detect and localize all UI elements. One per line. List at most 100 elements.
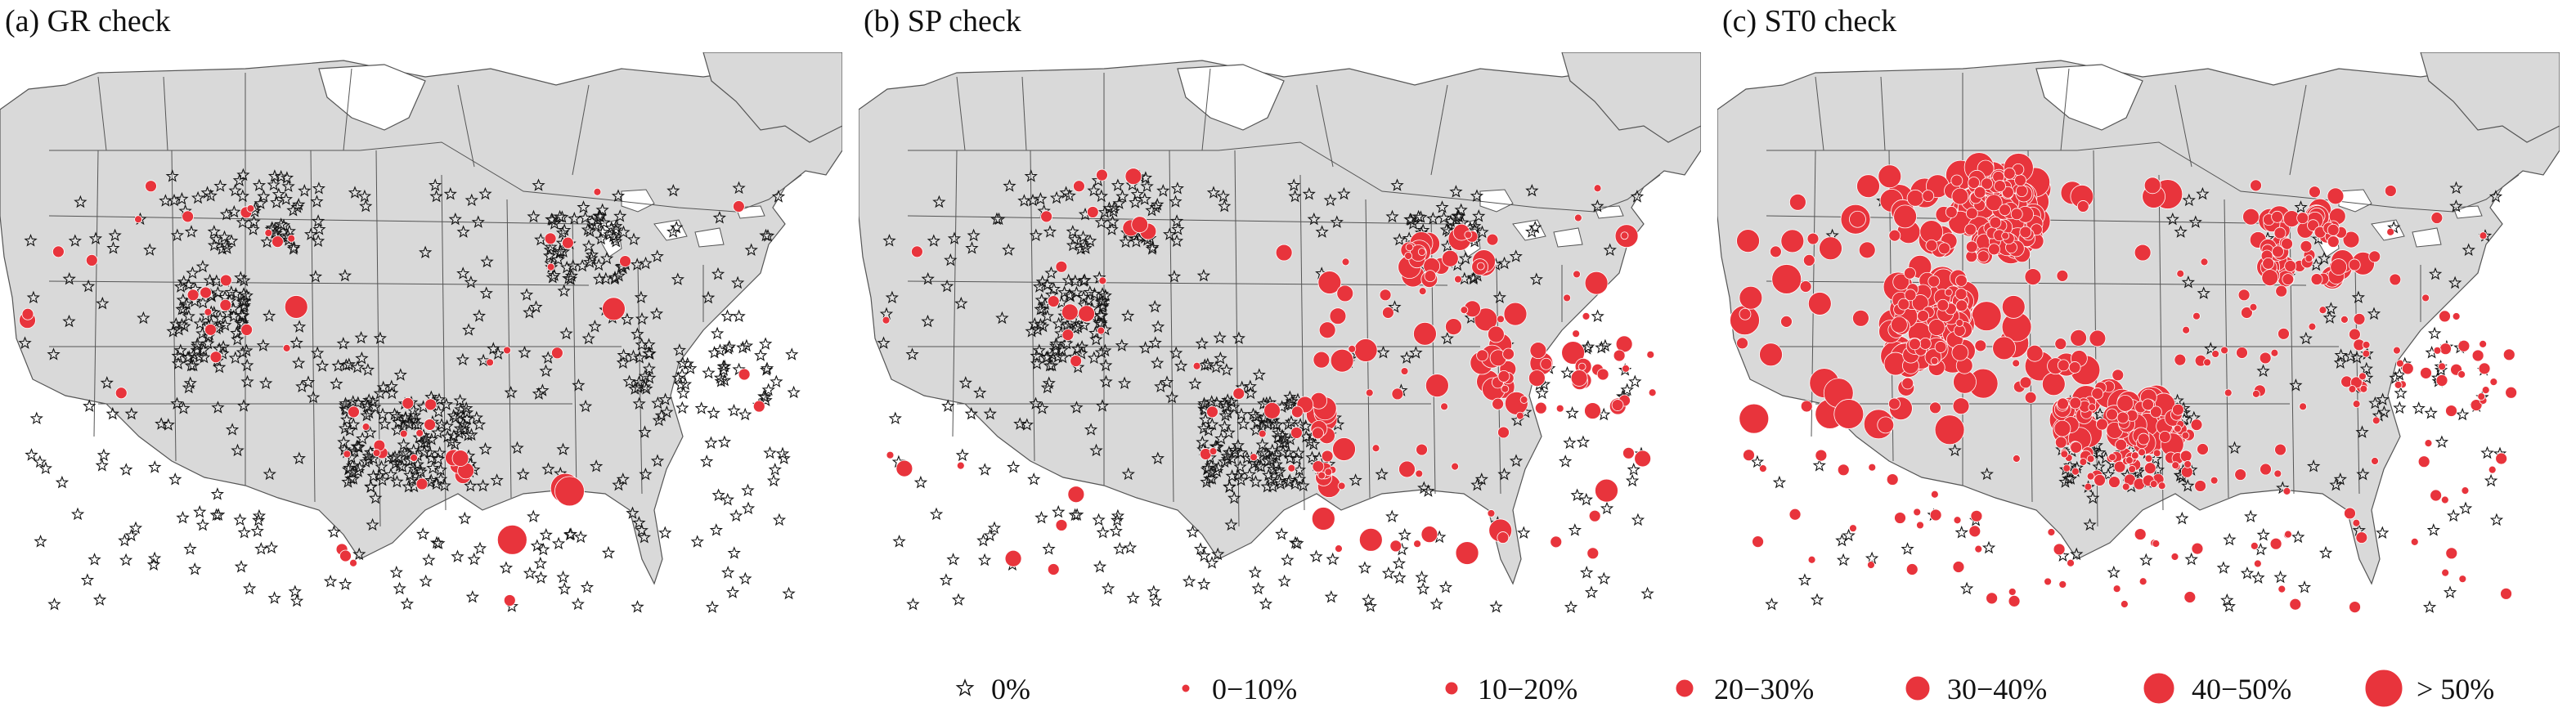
station-star-marker [440,419,454,432]
station-star-marker [1270,418,1284,431]
station-star-marker [2228,441,2242,455]
station-circle-marker [2138,577,2147,586]
station-star-marker [1092,513,1106,526]
state-border [93,150,99,437]
station-circle-marker [1928,319,1945,336]
station-star-marker [1529,272,1544,285]
station-star-marker [1234,407,1249,420]
station-star-marker [1123,540,1138,554]
state-border [49,141,802,213]
station-star-marker [2184,552,2198,566]
station-star-marker [292,320,307,333]
station-star-marker [704,436,718,450]
station-star-marker [323,574,338,588]
station-star-marker [1458,251,1473,265]
station-circle-marker [1878,164,1902,189]
station-star-marker [213,311,227,325]
station-circle-marker [2505,386,2518,399]
station-star-marker [1209,396,1223,409]
station-star-marker [1186,525,1200,538]
legend-label: 0% [991,673,1030,705]
station-circle-marker [2274,443,2287,456]
station-star-marker [423,446,437,459]
station-star-marker [2256,364,2270,377]
station-star-marker [601,545,616,559]
station-star-marker [578,211,592,224]
station-circle-marker [882,316,891,325]
station-star-marker [2244,509,2258,523]
station-circle-marker [1312,460,1325,472]
station-star-marker [631,327,644,340]
station-circle-marker [2173,424,2182,433]
station-circle-marker [2479,339,2488,348]
station-star-marker [702,365,716,379]
station-star-marker [1227,490,1241,504]
station-star-marker [1225,469,1239,482]
station-circle-marker [2304,254,2313,263]
station-star-marker [339,577,352,590]
station-circle-marker [2421,293,2430,302]
station-star-marker [2489,513,2504,526]
station-star-marker [712,210,726,224]
station-circle-marker [1529,342,1547,360]
station-star-marker [191,337,204,350]
station-star-marker [210,487,224,500]
station-star-marker [1138,192,1152,205]
station-circle-marker [1968,525,1981,538]
station-star-marker [237,525,251,539]
station-star-marker [2220,593,2234,607]
station-star-marker [529,300,543,313]
station-star-marker [1234,446,1248,459]
station-circle-marker [1954,274,1968,287]
station-star-marker [759,228,773,242]
station-star-marker [622,374,636,387]
station-star-marker [2165,212,2179,226]
station-circle-marker [272,235,284,249]
station-star-marker [229,287,243,300]
station-star-marker [179,297,194,311]
station-star-marker [2446,508,2461,522]
station-star-marker [1535,386,1549,400]
station-star-marker [1509,249,1523,262]
station-star-marker [88,231,103,244]
station-star-marker [338,268,352,282]
station-star-marker [2412,401,2426,414]
station-star-marker [292,451,306,464]
station-star-marker [2240,566,2255,580]
station-star-marker [635,338,648,351]
station-star-marker [1470,189,1484,202]
station-circle-marker [1073,180,1085,193]
station-star-marker [92,593,107,606]
station-star-marker [1113,542,1127,555]
station-star-marker [1559,455,1573,468]
station-circle-marker [1486,233,1499,246]
station-star-marker [469,410,483,424]
station-star-marker [1249,423,1263,437]
station-star-marker [658,526,672,539]
station-circle-marker [593,187,602,196]
station-star-marker [301,375,316,388]
station-circle-marker [2477,392,2486,401]
station-star-marker [429,189,443,203]
station-star-marker [411,457,424,471]
station-circle-marker [1964,223,1977,236]
state-border [163,76,168,151]
station-star-marker [608,271,622,284]
station-star-marker [311,214,325,227]
station-star-marker [2306,459,2321,472]
station-circle-marker [451,450,469,467]
station-star-marker [218,230,231,244]
station-circle-marker [1917,310,1929,322]
station-circle-marker [1534,401,1547,414]
station-circle-marker [1758,464,1767,473]
station-star-marker [491,347,505,360]
station-circle-marker [2120,600,2129,608]
station-star-marker [1272,426,1286,439]
station-star-marker [1275,428,1290,441]
station-star-marker [2256,527,2270,541]
station-star-marker [634,290,648,303]
station-star-marker [456,266,470,280]
station-star-marker [119,463,133,476]
station-star-marker [1035,401,1049,414]
station-star-marker [1165,390,1179,404]
